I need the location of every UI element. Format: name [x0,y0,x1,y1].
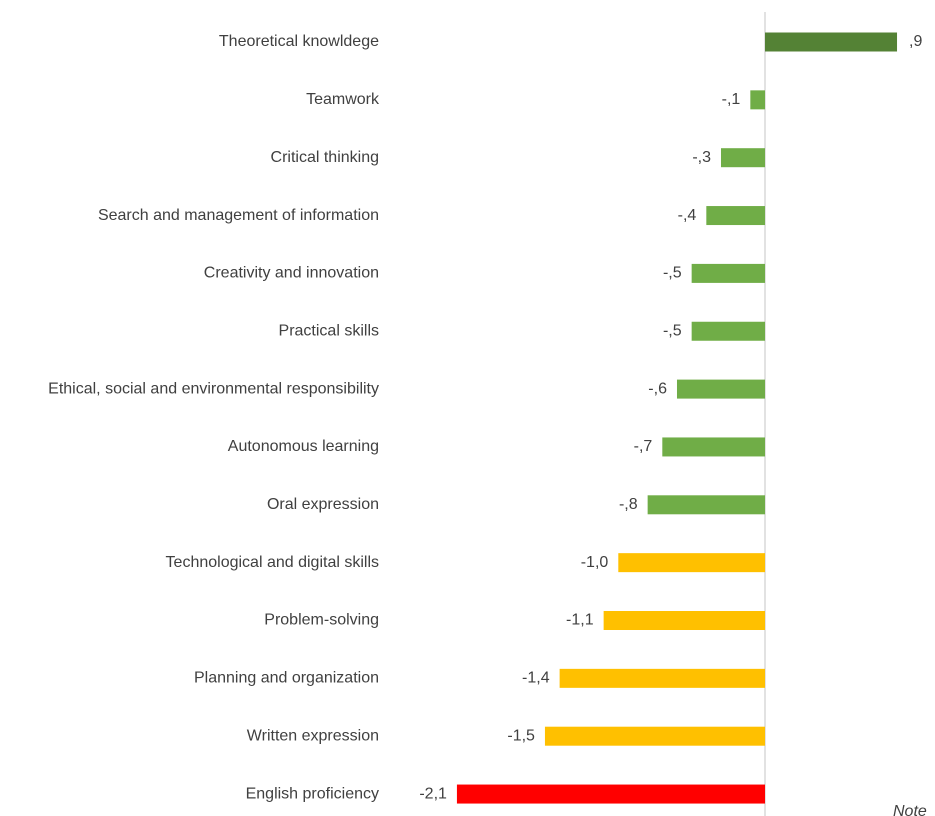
category-label: Teamwork [306,91,380,108]
bar [676,379,765,399]
value-label: -,5 [663,322,682,339]
bar [765,32,898,52]
bar [706,206,765,226]
category-label: Problem-solving [264,612,379,629]
value-label: -1,1 [566,612,594,629]
value-label: -,8 [619,496,638,513]
value-label: -,4 [678,207,697,224]
value-label: -1,4 [522,670,550,687]
category-label: Planning and organization [194,670,379,687]
bar [559,668,765,688]
category-label: Theoretical knowldege [219,33,379,50]
value-label: -1,5 [507,727,535,744]
value-label: -2,1 [419,785,447,802]
value-label: -1,0 [581,554,609,571]
bar [544,726,765,746]
category-label: Search and management of information [98,207,379,224]
value-label: ,9 [909,33,922,50]
annotation: Note [893,803,927,816]
category-label: Critical thinking [271,149,379,166]
bar [618,553,765,573]
bar [750,90,765,110]
category-label: English proficiency [246,785,379,802]
bar [662,437,765,457]
category-label: Creativity and innovation [204,265,379,282]
category-label: Autonomous learning [228,438,379,455]
category-label: Practical skills [279,322,379,339]
bar [647,495,765,515]
bar [691,321,765,341]
value-label: -,5 [663,265,682,282]
category-label: Written expression [247,727,379,744]
category-label: Ethical, social and environmental respon… [48,380,379,397]
bar [720,148,765,168]
bar [456,784,765,804]
category-label: Technological and digital skills [166,554,379,571]
value-label: -,1 [722,91,741,108]
bar [603,611,765,630]
value-label: -,6 [648,380,667,397]
value-label: -,7 [634,438,653,455]
value-label: -,3 [692,149,711,166]
category-label: Oral expression [267,496,379,513]
bar [691,263,765,283]
